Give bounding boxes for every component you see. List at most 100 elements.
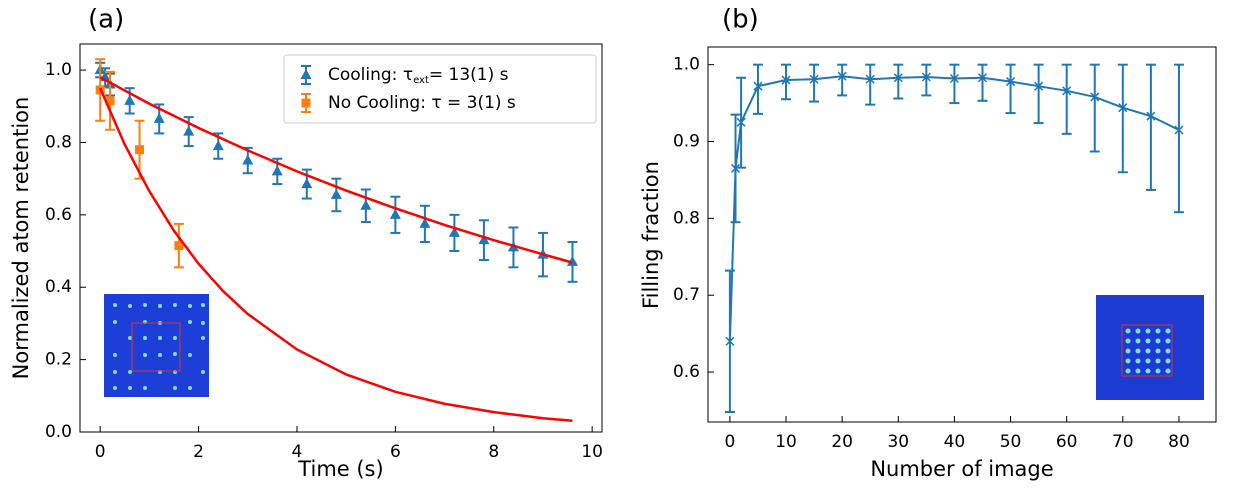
error-bar [752, 63, 763, 115]
legend-label: No Cooling: τ = 3(1) s [328, 93, 516, 113]
x-tick-label: 10 [775, 432, 797, 452]
marker [183, 125, 195, 136]
marker [921, 72, 931, 82]
marker [736, 117, 746, 127]
marker [781, 75, 791, 85]
panel-label: (a) [88, 5, 124, 35]
y-axis-label: Filling fraction [639, 161, 663, 309]
y-tick-label: 0.6 [673, 362, 700, 382]
marker [389, 208, 401, 219]
error-bar [1033, 63, 1044, 125]
marker [301, 98, 311, 108]
marker [893, 73, 903, 83]
x-axis-label: Time (s) [297, 457, 383, 481]
error-bar [921, 63, 932, 97]
x-tick-label: 6 [390, 442, 401, 462]
marker [419, 217, 431, 228]
marker [135, 145, 145, 155]
marker [124, 94, 136, 105]
y-tick-label: 0.8 [45, 132, 72, 152]
inset-image-a [104, 294, 209, 397]
series-line [99, 76, 573, 264]
marker [1174, 125, 1184, 135]
marker [300, 69, 312, 79]
y-tick-label: 1.0 [45, 60, 72, 80]
error-bar [949, 63, 960, 105]
plot-frame [79, 43, 603, 433]
marker [360, 199, 372, 210]
y-tick-label: 0.8 [673, 208, 700, 228]
marker [153, 112, 165, 123]
legend-box [283, 54, 597, 124]
error-bar [1061, 63, 1072, 135]
marker [1006, 77, 1016, 87]
legend-name-sub: ext [413, 75, 429, 86]
marker [566, 255, 578, 266]
error-bar [1117, 63, 1128, 174]
marker [105, 96, 115, 106]
y-tick-label: 1.0 [673, 55, 700, 75]
x-tick-label: 40 [944, 432, 966, 452]
error-bar [1089, 63, 1100, 153]
marker [212, 140, 224, 151]
marker [174, 241, 184, 251]
marker [1034, 81, 1044, 91]
marker [301, 178, 313, 189]
legend-name-after: = 13(1) s [429, 65, 509, 85]
legend-name: No Cooling: τ = 3(1) s [328, 93, 516, 113]
error-bar [977, 63, 988, 102]
error-bar [1005, 63, 1016, 115]
x-tick-label: 80 [1168, 432, 1190, 452]
x-tick-label: 50 [1000, 432, 1022, 452]
legend-label: Cooling: τext= 13(1) s [328, 65, 509, 86]
marker [242, 154, 254, 165]
x-tick-label: 70 [1112, 432, 1134, 452]
marker [753, 81, 763, 91]
y-tick-label: 0.7 [673, 285, 700, 305]
plot-frame [707, 46, 1217, 423]
series-line [99, 87, 573, 423]
marker [448, 226, 460, 237]
x-tick-label: 30 [887, 432, 909, 452]
x-tick-label: 2 [193, 442, 204, 462]
error-bar [893, 63, 904, 100]
x-tick-label: 10 [581, 442, 603, 462]
marker [725, 336, 735, 346]
y-axis-label: Normalized atom retention [9, 97, 33, 380]
x-tick-label: 8 [488, 442, 499, 462]
marker [949, 73, 959, 84]
y-tick-label: 0.2 [45, 350, 72, 370]
error-bar [865, 63, 876, 106]
marker [865, 74, 875, 84]
x-tick-label: 0 [724, 432, 735, 452]
panel-label: (b) [722, 5, 759, 35]
marker [1118, 103, 1128, 113]
x-axis-label: Number of image [870, 457, 1053, 481]
marker [809, 74, 819, 84]
y-tick-label: 0.6 [45, 205, 72, 225]
x-tick-label: 60 [1056, 432, 1078, 452]
y-tick-label: 0.9 [673, 132, 700, 152]
marker [271, 165, 283, 176]
x-tick-label: 20 [831, 432, 853, 452]
marker [977, 73, 988, 83]
error-bar [781, 63, 792, 101]
marker [1146, 111, 1156, 121]
legend-name: Cooling: τ [328, 65, 413, 85]
error-bar [809, 63, 820, 103]
marker [1090, 92, 1100, 102]
marker [837, 71, 847, 81]
marker [1062, 86, 1072, 96]
error-bar [837, 63, 848, 97]
y-tick-label: 0.0 [45, 422, 72, 442]
x-tick-label: 0 [95, 442, 106, 462]
y-tick-label: 0.4 [45, 277, 72, 297]
error-bar [1173, 63, 1184, 214]
x-tick-label: 4 [292, 442, 303, 462]
inset-image-b [1096, 295, 1204, 400]
error-bar [1145, 63, 1156, 191]
marker [730, 163, 741, 173]
marker [330, 188, 342, 199]
marker [478, 234, 490, 245]
